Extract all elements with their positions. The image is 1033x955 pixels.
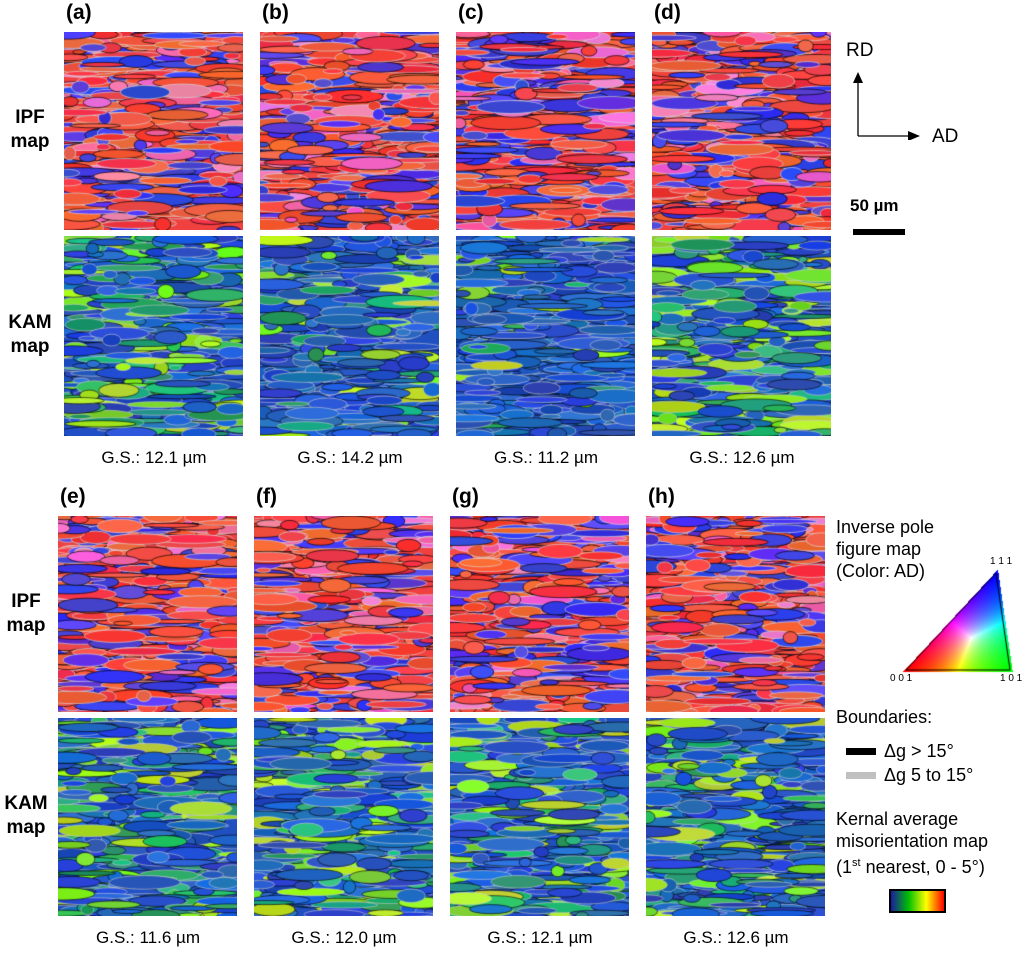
grain-size-label: G.S.: 11.6 µm — [96, 928, 200, 947]
low-angle-label: Δg 5 to 15° — [884, 765, 974, 785]
corner-001: 0 0 1 — [890, 673, 913, 684]
panel-label: (c) — [458, 1, 484, 24]
scale-bar — [853, 229, 905, 235]
high-angle-label: Δg > 15° — [884, 741, 954, 761]
ad-label: AD — [932, 126, 959, 147]
low-angle-swatch — [846, 772, 876, 779]
grain-size-label: G.S.: 14.2 µm — [297, 448, 403, 467]
scale-bar-label: 50 µm — [850, 196, 899, 215]
panel-label: (d) — [654, 1, 681, 24]
rd-label: RD — [846, 40, 874, 61]
kam-map — [254, 718, 433, 916]
kam-map — [456, 236, 635, 436]
row-label-ipf-top: IPF map — [10, 107, 50, 152]
high-angle-swatch — [846, 748, 876, 755]
ipf-map — [652, 32, 831, 230]
kam-color-bar — [889, 889, 946, 913]
ipf-map — [450, 516, 629, 712]
grain-size-label: G.S.: 12.6 µm — [683, 928, 789, 947]
grain-size-label: G.S.: 11.2 µm — [494, 448, 598, 467]
kam-map — [58, 718, 237, 916]
panel-label: (g) — [452, 485, 479, 508]
ipf-map — [64, 32, 243, 230]
grain-size-label: G.S.: 12.1 µm — [487, 928, 593, 947]
grain-size-label: G.S.: 12.0 µm — [291, 928, 397, 947]
kam-legend-title: Kernal average misorientation map (1st n… — [836, 809, 989, 877]
ipf-map — [260, 32, 439, 230]
direction-arrows — [853, 72, 920, 140]
ipf-map — [254, 516, 433, 712]
kam-map — [64, 236, 243, 436]
kam-map — [646, 718, 825, 916]
row-label-kam-bottom: KAM map — [4, 793, 48, 838]
ipf-map — [646, 516, 825, 712]
panel-label: (h) — [648, 485, 675, 508]
panel-label: (b) — [262, 1, 289, 24]
panel-label: (a) — [66, 1, 92, 24]
panel-label: (e) — [60, 485, 86, 508]
ipf-color-triangle — [898, 565, 1018, 675]
kam-map — [652, 236, 831, 436]
ipf-map — [456, 32, 635, 230]
corner-111: 1 1 1 — [990, 556, 1013, 567]
panel-label: (f) — [256, 485, 277, 508]
grain-size-label: G.S.: 12.1 µm — [101, 448, 207, 467]
boundaries-title: Boundaries: — [836, 707, 933, 727]
grain-size-label: G.S.: 12.6 µm — [689, 448, 795, 467]
kam-map — [450, 718, 629, 916]
row-label-kam-top: KAM map — [8, 312, 52, 357]
row-label-ipf-bottom: IPF map — [6, 591, 46, 636]
ipf-map — [58, 516, 237, 712]
corner-101: 1 0 1 — [1000, 673, 1023, 684]
kam-map — [260, 236, 439, 436]
